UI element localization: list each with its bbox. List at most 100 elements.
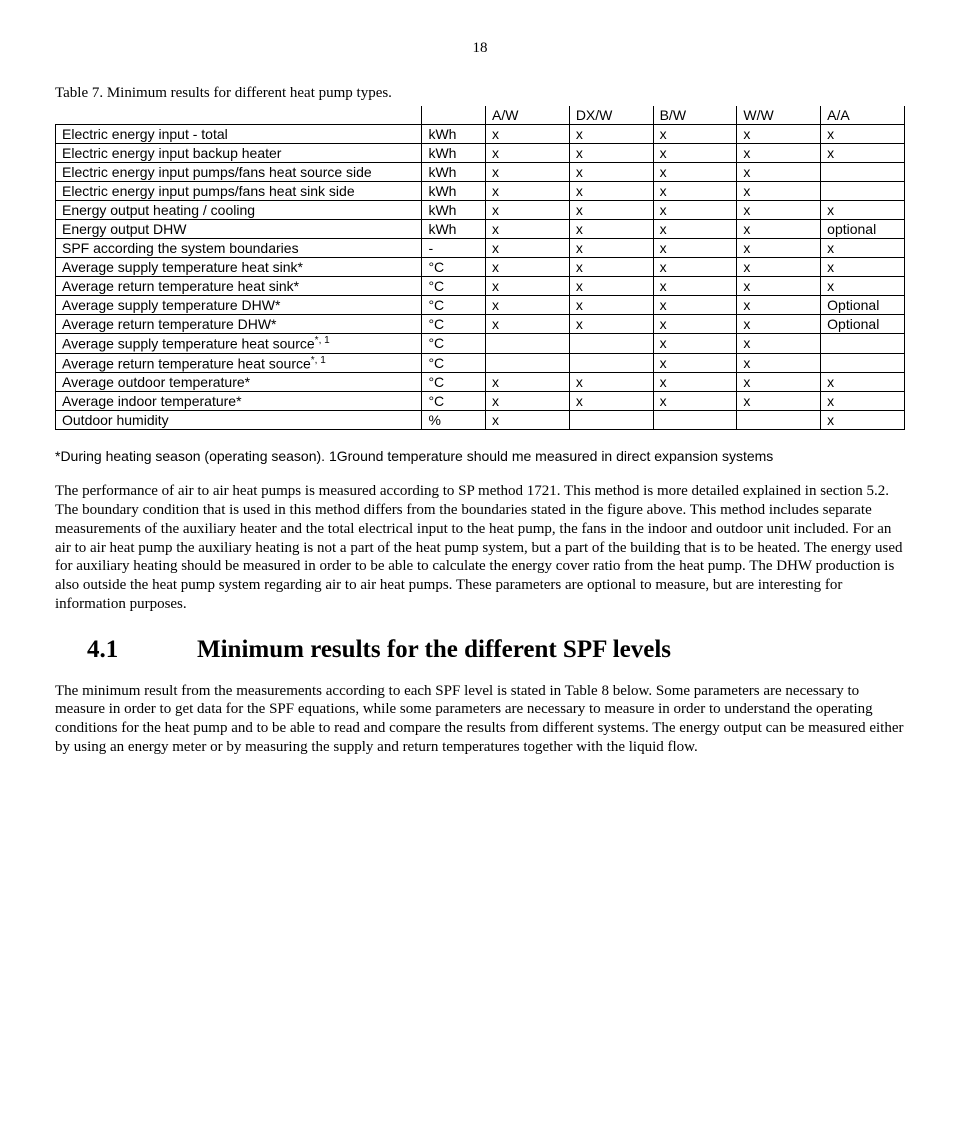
row-unit: °C (422, 315, 486, 334)
row-value: x (821, 392, 905, 411)
table-row: SPF according the system boundaries-xxxx… (56, 239, 905, 258)
table-row: Electric energy input - totalkWhxxxxx (56, 125, 905, 144)
row-value: x (569, 239, 653, 258)
row-value: x (486, 411, 570, 430)
row-unit: kWh (422, 144, 486, 163)
table-row: Average return temperature DHW*°CxxxxOpt… (56, 315, 905, 334)
row-label: Average return temperature heat source*,… (56, 353, 422, 373)
row-value: x (653, 201, 737, 220)
row-value (737, 411, 821, 430)
table-row: Electric energy input pumps/fans heat si… (56, 182, 905, 201)
row-value: optional (821, 220, 905, 239)
row-value: x (486, 373, 570, 392)
table-row: Average supply temperature DHW*°CxxxxOpt… (56, 296, 905, 315)
table-row: Average return temperature heat source*,… (56, 353, 905, 373)
row-unit: °C (422, 334, 486, 354)
row-value: x (486, 239, 570, 258)
row-label: Outdoor humidity (56, 411, 422, 430)
row-label: Energy output heating / cooling (56, 201, 422, 220)
page-number: 18 (55, 40, 905, 57)
row-value (653, 411, 737, 430)
row-unit: kWh (422, 201, 486, 220)
row-value: x (821, 201, 905, 220)
row-label: Electric energy input pumps/fans heat si… (56, 182, 422, 201)
row-value: x (653, 353, 737, 373)
row-value (569, 411, 653, 430)
row-value: x (821, 125, 905, 144)
row-value: x (486, 296, 570, 315)
table-row: Average outdoor temperature*°Cxxxxx (56, 373, 905, 392)
row-value: x (653, 373, 737, 392)
section-title: Minimum results for the different SPF le… (197, 636, 671, 663)
section-number: 4.1 (87, 636, 197, 664)
row-value: x (737, 373, 821, 392)
row-value: x (569, 392, 653, 411)
header-blank-label (56, 106, 422, 125)
row-unit: kWh (422, 182, 486, 201)
row-value: x (653, 258, 737, 277)
row-value: x (737, 125, 821, 144)
row-value: x (569, 125, 653, 144)
row-value: x (737, 182, 821, 201)
row-value: x (486, 392, 570, 411)
row-unit: kWh (422, 220, 486, 239)
row-label: Average return temperature DHW* (56, 315, 422, 334)
row-value: x (821, 144, 905, 163)
row-value: x (737, 392, 821, 411)
row-value: x (486, 125, 570, 144)
row-value: Optional (821, 315, 905, 334)
row-value: x (737, 353, 821, 373)
row-unit: °C (422, 296, 486, 315)
header-blank-unit (422, 106, 486, 125)
table-row: Average supply temperature heat source*,… (56, 334, 905, 354)
row-value: x (569, 220, 653, 239)
row-value: x (653, 334, 737, 354)
table-caption: Table 7. Minimum results for different h… (55, 85, 905, 102)
row-unit: °C (422, 277, 486, 296)
row-value: x (737, 201, 821, 220)
header-col-aa: A/A (821, 106, 905, 125)
header-col-dxw: DX/W (569, 106, 653, 125)
row-value: x (653, 163, 737, 182)
row-value: x (569, 277, 653, 296)
row-label: Average supply temperature DHW* (56, 296, 422, 315)
row-value (821, 353, 905, 373)
table-row: Average supply temperature heat sink*°Cx… (56, 258, 905, 277)
table-footnote: *During heating season (operating season… (55, 448, 905, 464)
header-col-bw: B/W (653, 106, 737, 125)
row-value: x (737, 163, 821, 182)
row-unit: - (422, 239, 486, 258)
row-value: x (737, 258, 821, 277)
row-label: Average supply temperature heat source*,… (56, 334, 422, 354)
header-col-ww: W/W (737, 106, 821, 125)
row-unit: % (422, 411, 486, 430)
row-value: x (569, 373, 653, 392)
row-label: Energy output DHW (56, 220, 422, 239)
row-value: x (486, 315, 570, 334)
row-unit: °C (422, 373, 486, 392)
row-label: Average return temperature heat sink* (56, 277, 422, 296)
header-col-aw: A/W (486, 106, 570, 125)
row-value (821, 334, 905, 354)
row-value: x (821, 373, 905, 392)
row-value: x (737, 277, 821, 296)
row-value (821, 163, 905, 182)
row-value: x (653, 296, 737, 315)
paragraph-1: The performance of air to air heat pumps… (55, 482, 905, 613)
table-row: Electric energy input pumps/fans heat so… (56, 163, 905, 182)
row-unit: °C (422, 392, 486, 411)
row-label: SPF according the system boundaries (56, 239, 422, 258)
row-unit: kWh (422, 163, 486, 182)
row-value: x (653, 277, 737, 296)
table-row: Energy output heating / coolingkWhxxxxx (56, 201, 905, 220)
row-value: x (821, 239, 905, 258)
paragraph-2: The minimum result from the measurements… (55, 682, 905, 757)
row-label: Average outdoor temperature* (56, 373, 422, 392)
row-value: x (653, 125, 737, 144)
row-value: x (569, 182, 653, 201)
row-value (569, 353, 653, 373)
section-heading: 4.1Minimum results for the different SPF… (87, 636, 905, 664)
row-unit: kWh (422, 125, 486, 144)
table-row: Outdoor humidity%xx (56, 411, 905, 430)
row-value: x (737, 144, 821, 163)
